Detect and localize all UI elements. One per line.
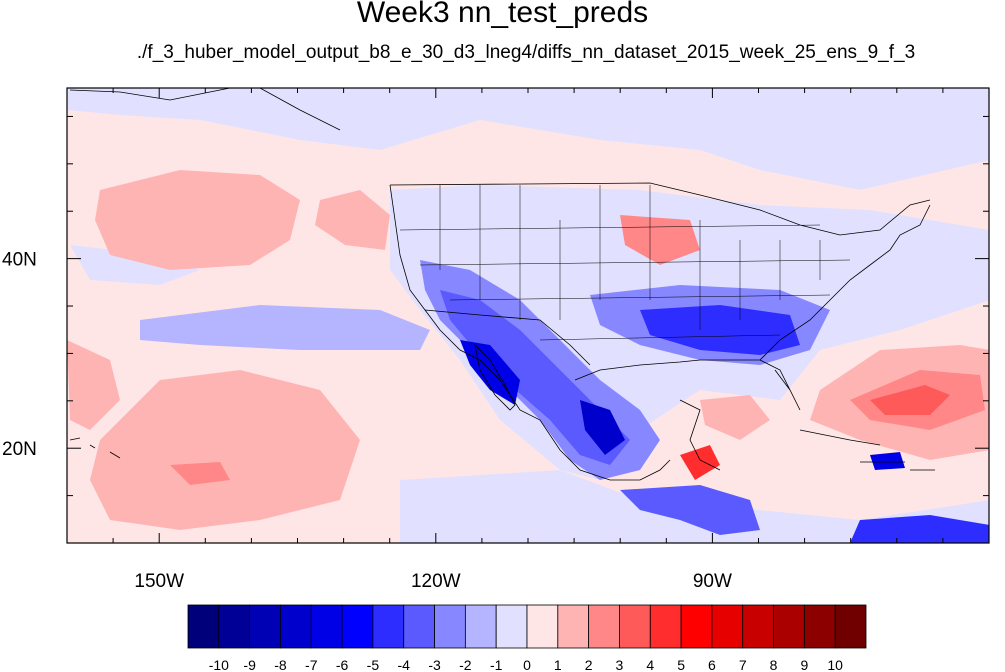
axis-ticks: [67, 88, 990, 543]
colorbar-label: -7: [305, 657, 318, 672]
field-neg-centralamerica: [620, 485, 760, 535]
colorbar-swatch: [803, 604, 836, 649]
field-neg-sa-coast: [850, 515, 989, 543]
colorbar-swatch: [218, 604, 251, 649]
colorbar-swatch: [372, 604, 405, 649]
colorbar-label: -2: [459, 657, 472, 672]
colorbar-swatch: [588, 604, 620, 649]
caribbean-islands: [799, 429, 935, 471]
colorbar-swatch: [619, 604, 651, 649]
colorbar-swatch: [680, 604, 713, 649]
field-neg-mexico-mid: [440, 290, 630, 465]
colorbar-label: -4: [398, 657, 411, 672]
colorbar-label: -10: [209, 657, 229, 672]
colorbar-label: -8: [274, 657, 287, 672]
colorbar-labels: -10 -9 -8 -7 -6 -5 -4 -3 -2 -1 0 1 2 3 4 5 6 7 8 9 10: [209, 657, 843, 672]
field-neg-se-us-core: [640, 305, 800, 355]
colorbar-label: 0: [523, 657, 531, 672]
colorbar-swatch: [526, 604, 559, 649]
field-pos-subtropical-core: [170, 462, 230, 485]
lon-tick-label: 90W: [693, 571, 732, 592]
colorbar-label: -5: [367, 657, 380, 672]
colorbar-swatch: [434, 604, 466, 649]
colorbar-swatch: [249, 604, 281, 649]
colorbar-swatch: [557, 604, 590, 649]
field-pos-gulf: [700, 395, 770, 440]
baja-california: [474, 343, 516, 411]
field-neg-light-north: [67, 88, 989, 190]
colorbar-label: 7: [739, 657, 747, 672]
colorbar-label: -6: [336, 657, 349, 672]
colorbar-label: 6: [708, 657, 716, 672]
field-pos-npac-2: [315, 190, 390, 250]
colorbar-label: 9: [800, 657, 808, 672]
lon-tick-label: 120W: [411, 571, 461, 592]
colorbar-boxes: [187, 604, 867, 649]
field-neg-sierra-core: [580, 400, 625, 455]
colorbar-swatch: [310, 604, 343, 649]
field-neg-baja-core: [460, 340, 520, 405]
lon-tick-label: 150W: [134, 571, 184, 592]
colorbar-label: 5: [677, 657, 685, 672]
colorbar-swatch: [464, 604, 497, 649]
field-pos-npac-1: [95, 170, 300, 270]
colorbar-swatch: [187, 604, 220, 649]
colorbar-label: -9: [243, 657, 256, 672]
mexico-border: [424, 309, 591, 366]
yucatan-coast: [679, 399, 721, 471]
field-pos-dakota: [620, 215, 700, 265]
contour-field: [67, 88, 989, 543]
hawaii-islands: [69, 437, 121, 459]
colorbar-label: 4: [646, 657, 654, 672]
colorbar-label: -1: [490, 657, 503, 672]
colorbar-swatch: [495, 604, 528, 649]
gulf-coastline: [574, 359, 801, 411]
lat-tick-label: 40N: [2, 250, 37, 271]
colorbar-swatch: [773, 604, 805, 649]
field-pos-yucatan: [680, 445, 720, 480]
colorbar-label: 2: [585, 657, 593, 672]
alaska-coast: [69, 88, 341, 131]
field-neg-eastpacific-band: [140, 305, 430, 350]
colorbar-swatch: [403, 604, 435, 649]
colorbar-swatch: [742, 604, 774, 649]
colorbar-swatch: [341, 604, 374, 649]
axis-tick-labels: 150W 120W 90W 40N 20N: [2, 250, 732, 592]
plot-title: Week3 nn_test_preds: [356, 0, 649, 29]
field-pos-atlantic-core: [870, 385, 950, 415]
colorbar-label: 1: [554, 657, 562, 672]
colorbar-swatch: [280, 604, 312, 649]
atlantic-coastline: [759, 204, 931, 361]
colorbar-label: 10: [827, 657, 843, 672]
colorbar-swatch: [711, 604, 744, 649]
colorbar-label: 8: [770, 657, 778, 672]
colorbar-swatch: [834, 604, 867, 649]
state-boundaries: [399, 185, 851, 341]
lat-tick-label: 20N: [2, 439, 37, 460]
field-pos-subtropical-pac: [90, 370, 360, 530]
colorbar-label: 3: [616, 657, 624, 672]
plot-subtitle: ./f_3_huber_model_output_b8_e_30_d3_lneg…: [136, 42, 916, 63]
field-neg-westpacific: [70, 245, 200, 285]
colorbar-label: -3: [428, 657, 441, 672]
field-pos-hawaii-west: [67, 340, 120, 430]
field-neg-caribbean: [870, 452, 905, 470]
colorbar-swatch: [649, 604, 682, 649]
